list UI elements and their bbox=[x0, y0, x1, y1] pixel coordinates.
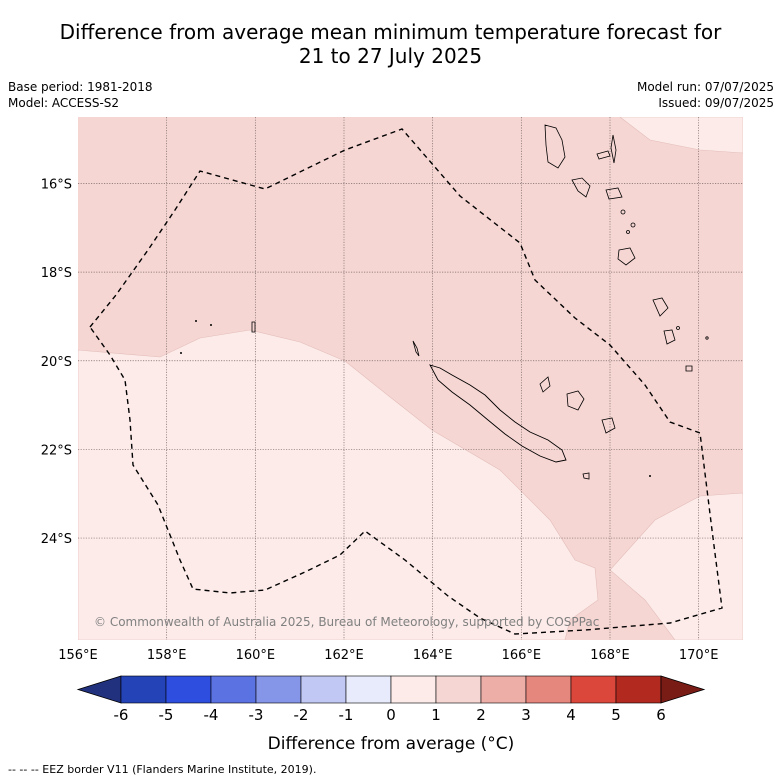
lon-tick-label: 164°E bbox=[413, 648, 453, 663]
colorbar-segment bbox=[615, 675, 662, 704]
colorbar-tick-label: -3 bbox=[249, 706, 264, 724]
latitude-labels: 16°S 18°S 20°S 22°S 24°S bbox=[41, 177, 72, 547]
colorbar-tick-label: 1 bbox=[431, 706, 441, 724]
lon-tick-label: 160°E bbox=[236, 648, 276, 663]
colorbar-tick-label: -6 bbox=[114, 706, 129, 724]
gridlines bbox=[78, 117, 743, 640]
vanuatu-islet-1 bbox=[620, 209, 626, 215]
colorbar-tick-label: 4 bbox=[566, 706, 576, 724]
colorbar-segment bbox=[210, 675, 257, 704]
title-line-2: 21 to 27 July 2025 bbox=[298, 44, 483, 68]
colorbar-extend-low bbox=[76, 675, 122, 704]
copyright-text: © Commonwealth of Australia 2025, Bureau… bbox=[94, 615, 599, 629]
colorbar-tick-label: 2 bbox=[476, 706, 486, 724]
new-caledonia-island bbox=[429, 364, 567, 463]
vanuatu-erromango bbox=[652, 297, 669, 317]
colorbar-segment bbox=[480, 675, 527, 704]
vanuatu-tanna bbox=[663, 329, 676, 345]
colorbar-tick-label: 3 bbox=[521, 706, 531, 724]
colorbar-extend-high bbox=[660, 675, 706, 704]
lat-tick-label: 20°S bbox=[41, 355, 72, 370]
vanuatu-islet-4 bbox=[676, 326, 680, 330]
colorbar bbox=[76, 675, 706, 704]
vanuatu-aneityum bbox=[685, 365, 693, 372]
meta-right: Model run: 07/07/2025 Issued: 09/07/2025 bbox=[637, 79, 774, 111]
vanuatu-efate bbox=[617, 247, 636, 266]
lat-tick-label: 18°S bbox=[41, 266, 72, 281]
base-period-text: Base period: 1981-2018 bbox=[8, 80, 153, 94]
loyalty-islands-lifou bbox=[566, 390, 585, 411]
loyalty-islands-ouvea bbox=[539, 376, 551, 393]
issued-text: Issued: 09/07/2025 bbox=[658, 96, 774, 110]
colorbar-tick-labels: -6 -5 -4 -3 -2 -1 0 1 2 3 4 5 6 bbox=[114, 706, 666, 724]
vanuatu-ambae bbox=[596, 150, 611, 160]
colorbar-tick-label: -1 bbox=[339, 706, 354, 724]
title-line-1: Difference from average mean minimum tem… bbox=[59, 20, 722, 44]
vanuatu-islet-3 bbox=[626, 230, 630, 234]
colorbar-title: Difference from average (°C) bbox=[268, 734, 515, 754]
colorbar-segment bbox=[435, 675, 482, 704]
lon-tick-label: 170°E bbox=[679, 648, 719, 663]
colorbar-segment bbox=[165, 675, 212, 704]
vanuatu-islet-5 bbox=[705, 336, 709, 340]
islet-c bbox=[180, 352, 182, 354]
anomaly-fill-0-to-1-northeast bbox=[619, 117, 743, 154]
lon-tick-label: 158°E bbox=[147, 648, 187, 663]
chesterfield-islet bbox=[251, 321, 256, 333]
colorbar-segment bbox=[120, 675, 167, 704]
chart-title: Difference from average mean minimum tem… bbox=[0, 20, 781, 68]
colorbar-tick-label: -2 bbox=[294, 706, 309, 724]
colorbar-segment bbox=[255, 675, 302, 704]
lon-tick-label: 168°E bbox=[590, 648, 630, 663]
vanuatu-islet-2 bbox=[630, 222, 636, 228]
vanuatu-ambrym bbox=[605, 187, 623, 200]
map-panel: © Commonwealth of Australia 2025, Bureau… bbox=[78, 117, 743, 640]
model-text: Model: ACCESS-S2 bbox=[8, 96, 120, 110]
islet-a bbox=[195, 320, 197, 322]
colorbar-segment bbox=[300, 675, 347, 704]
colorbar-segment bbox=[525, 675, 572, 704]
colorbar-segment bbox=[570, 675, 617, 704]
belep-islands bbox=[412, 340, 420, 357]
islet-d bbox=[649, 475, 651, 477]
anomaly-fill-0-to-1-southeast bbox=[609, 492, 743, 640]
islet-b bbox=[210, 324, 212, 326]
meta-left: Base period: 1981-2018 Model: ACCESS-S2 bbox=[8, 79, 153, 111]
colorbar-tick-label: 6 bbox=[656, 706, 666, 724]
colorbar-segment bbox=[345, 675, 392, 704]
loyalty-islands-mare bbox=[601, 417, 616, 434]
isle-of-pines bbox=[582, 472, 590, 480]
vanuatu-malakula bbox=[571, 177, 591, 198]
colorbar-tick-label: 5 bbox=[611, 706, 621, 724]
colorbar-segment bbox=[390, 675, 437, 704]
vanuatu-pentecost bbox=[610, 134, 617, 164]
vanuatu-espiritu-santo bbox=[544, 124, 566, 169]
eez-border bbox=[89, 128, 723, 635]
colorbar-tick-label: 0 bbox=[386, 706, 396, 724]
model-run-text: Model run: 07/07/2025 bbox=[636, 80, 774, 94]
lat-tick-label: 22°S bbox=[41, 443, 72, 458]
colorbar-tick-label: -4 bbox=[204, 706, 219, 724]
lon-tick-label: 162°E bbox=[324, 648, 364, 663]
footnote: -- -- -- EEZ border V11 (Flanders Marine… bbox=[8, 763, 317, 776]
anomaly-fill-0-to-1-southwest bbox=[78, 329, 599, 640]
colorbar-tick-label: -5 bbox=[159, 706, 174, 724]
lon-tick-label: 156°E bbox=[58, 648, 98, 663]
lat-tick-label: 16°S bbox=[41, 177, 72, 192]
lon-tick-label: 166°E bbox=[502, 648, 542, 663]
longitude-labels: 156°E 158°E 160°E 162°E 164°E 166°E 168°E 170°E bbox=[58, 648, 718, 663]
lat-tick-label: 24°S bbox=[41, 532, 72, 547]
